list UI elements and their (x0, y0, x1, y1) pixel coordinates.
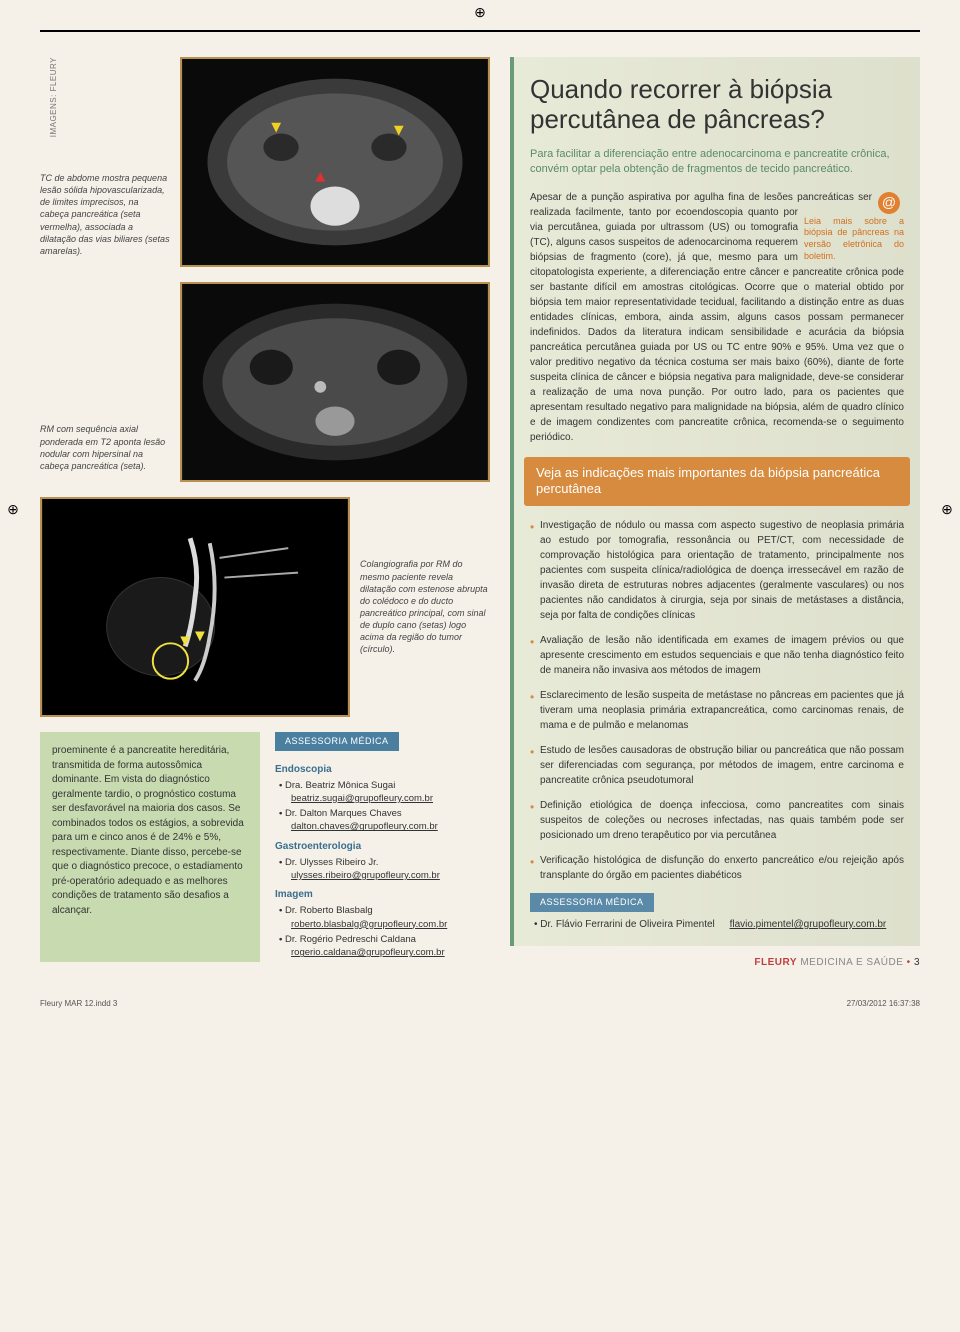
web-link-caption: Leia mais sobre a biópsia de pâncreas na… (804, 216, 904, 263)
indication-item: Estudo de lesões causadoras de obstrução… (530, 743, 904, 788)
sidebar-lead: Para facilitar a diferenciação entre ade… (530, 147, 904, 178)
contact-person: Dr. Dalton Marques Chavesdalton.chaves@g… (279, 807, 495, 834)
indication-item: Investigação de nódulo ou massa com aspe… (530, 518, 904, 623)
footer-page-number: 3 (914, 957, 920, 968)
contact-email[interactable]: ulysses.ribeiro@grupofleury.com.br (291, 869, 495, 882)
prognosis-text-box: proeminente é a pancreatite hereditária,… (40, 732, 260, 962)
indication-item: Definição etiológica de doença infeccios… (530, 798, 904, 843)
assessoria-tag: ASSESSORIA MÉDICA (275, 732, 399, 751)
contact-person: Dr. Flávio Ferrarini de Oliveira Pimente… (534, 918, 904, 932)
contact-email[interactable]: roberto.blasbalg@grupofleury.com.br (291, 918, 495, 931)
assessoria-tag: ASSESSORIA MÉDICA (530, 893, 654, 912)
indication-item: Verificação histológica de disfunção do … (530, 853, 904, 883)
specialty-heading: Imagem (275, 888, 495, 902)
sidebar-title: Quando recorrer à biópsia percutânea de … (530, 75, 904, 135)
cholangio-caption: Colangiografia por RM do mesmo paciente … (360, 558, 490, 655)
top-rule (40, 30, 920, 32)
footer-brand: FLEURY (754, 957, 797, 968)
sidebar-panel: Quando recorrer à biópsia percutânea de … (510, 57, 920, 946)
page-footer: FLEURY MEDICINA E SAÚDE • 3 (510, 956, 920, 970)
contact-email[interactable]: beatriz.sugai@grupofleury.com.br (291, 792, 495, 805)
assessoria-left: ASSESSORIA MÉDICA Endoscopia Dra. Beatriz… (275, 732, 495, 962)
contact-person: Dr. Roberto Blasbalgroberto.blasbalg@gru… (279, 904, 495, 931)
ct-scan-image (180, 57, 490, 267)
mri-scan-image (180, 282, 490, 482)
specialty-heading: Gastroenterologia (275, 840, 495, 854)
indication-item: Esclarecimento de lesão suspeita de metá… (530, 688, 904, 733)
contact-person: Dr. Rogério Pedreschi Caldanarogerio.cal… (279, 933, 495, 960)
footer-dot-icon: • (907, 957, 914, 968)
print-timestamp: 27/03/2012 16:37:38 (847, 998, 920, 1009)
specialty-heading: Endoscopia (275, 763, 495, 777)
image-credit: IMAGENS: FLEURY (48, 57, 59, 137)
ct-caption: TC de abdome mostra pequena lesão sólida… (40, 172, 170, 257)
footer-subtitle: MEDICINA E SAÚDE (800, 957, 903, 968)
print-file-name: Fleury MAR 12.indd 3 (40, 998, 117, 1009)
cholangiography-image (40, 497, 350, 717)
indication-item: Avaliação de lesão não identificada em e… (530, 633, 904, 678)
contact-email[interactable]: rogerio.caldana@grupofleury.com.br (291, 946, 495, 959)
web-link-icon[interactable]: @ (878, 192, 900, 214)
indications-list: Investigação de nódulo ou massa com aspe… (530, 518, 904, 883)
assessoria-bottom: ASSESSORIA MÉDICA Dr. Flávio Ferrarini d… (530, 893, 904, 932)
contact-email[interactable]: dalton.chaves@grupofleury.com.br (291, 820, 495, 833)
contact-person: Dra. Beatriz Mônica Sugaibeatriz.sugai@g… (279, 779, 495, 806)
print-marks-footer: Fleury MAR 12.indd 3 27/03/2012 16:37:38 (0, 990, 960, 1019)
indications-banner: Veja as indicações mais importantes da b… (524, 457, 910, 507)
contact-email[interactable]: flavio.pimentel@grupofleury.com.br (730, 919, 887, 930)
mri-caption: RM com sequência axial ponderada em T2 a… (40, 423, 170, 472)
sidebar-body: @ Leia mais sobre a biópsia de pâncreas … (530, 190, 904, 445)
contact-person: Dr. Ulysses Ribeiro Jr.ulysses.ribeiro@g… (279, 856, 495, 883)
